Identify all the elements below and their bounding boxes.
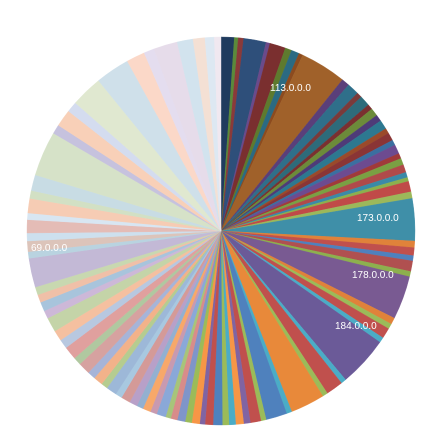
slice-label-184: 184.0.0.0 bbox=[335, 321, 377, 332]
slice-label-113: 113.0.0.0 bbox=[270, 83, 311, 94]
slice-label-173: 173.0.0.0 bbox=[357, 213, 399, 224]
pie-slices bbox=[26, 36, 416, 426]
slice-label-69: 69.0.0.0 bbox=[31, 243, 68, 254]
pie-slice-103 bbox=[214, 36, 222, 232]
slice-label-178: 178.0.0.0 bbox=[352, 270, 394, 281]
pie-labels: 113.0.0.0 173.0.0.0 178.0.0.0 184.0.0.0 … bbox=[31, 83, 399, 332]
